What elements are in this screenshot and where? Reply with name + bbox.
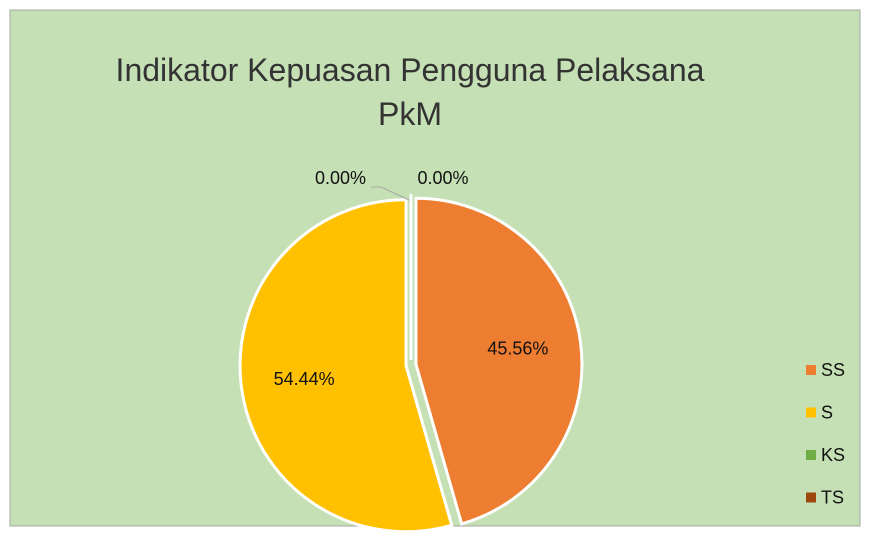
- data-label: 54.44%: [274, 369, 335, 389]
- pie-slice: [238, 198, 454, 534]
- leader-line: [371, 186, 412, 202]
- data-label: 0.00%: [417, 168, 468, 188]
- legend-label: TS: [821, 487, 844, 507]
- data-label: 45.56%: [487, 339, 548, 359]
- data-label: 0.00%: [315, 168, 366, 188]
- pie-slice: [414, 196, 584, 526]
- legend-swatch: [806, 450, 816, 460]
- legend-swatch: [806, 407, 816, 418]
- legend-label: S: [821, 402, 833, 422]
- chart-title: Indikator Kepuasan Pengguna Pelaksana Pk…: [115, 52, 705, 132]
- legend-label: SS: [821, 360, 845, 380]
- legend-swatch: [806, 365, 816, 375]
- legend-swatch: [806, 492, 816, 503]
- legend-label: KS: [821, 445, 845, 465]
